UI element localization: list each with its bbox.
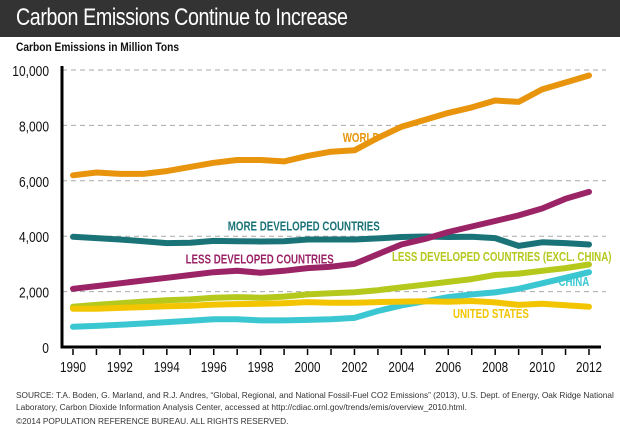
y-axis-ticks: 0 2,000 4,000 6,000 8,000 10,000 (12, 63, 49, 357)
series-line (70, 261, 592, 310)
axes (60, 66, 601, 349)
series-label: MORE DEVELOPED COUNTRIES (228, 221, 380, 234)
y-tick-label: 6,000 (19, 174, 49, 191)
copyright-note: ©2014 POPULATION REFERENCE BUREAU. ALL R… (16, 416, 289, 426)
title-bar: Carbon Emissions Continue to Increase (0, 0, 620, 37)
series-label: LESS DEVELOPED COUNTRIES (EXCL. CHINA) (392, 251, 612, 264)
x-axis-ticks: 1990 1992 1994 1996 1998 2000 2002 2004 2006 2008… (60, 349, 602, 375)
series-label: LESS DEVELOPED COUNTRIES (186, 254, 335, 267)
series-line (70, 188, 592, 292)
series-line (70, 269, 592, 330)
x-tick-label: 1994 (154, 359, 180, 376)
chart-title: Carbon Emissions Continue to Increase (16, 4, 348, 31)
series-label: CHINA (559, 276, 590, 289)
x-tick-label: 2000 (295, 359, 321, 376)
series-lines (70, 72, 592, 330)
source-note: SOURCE: T.A. Boden, G. Marland, and R.J.… (16, 390, 614, 412)
y-tick-label: 4,000 (19, 229, 49, 246)
x-tick-label: 2008 (482, 359, 508, 376)
y-tick-label: 8,000 (19, 118, 49, 135)
x-tick-label: 2012 (576, 359, 602, 376)
series-line (70, 72, 592, 179)
y-tick-label: 10,000 (12, 63, 49, 80)
series-line (70, 298, 592, 312)
x-tick-label: 2010 (529, 359, 555, 376)
x-tick-label: 1996 (201, 359, 227, 376)
line-chart: 0 2,000 4,000 6,000 8,000 10,000 1990 1992 1994… (12, 63, 612, 376)
y-axis-title: Carbon Emissions in Million Tons (16, 40, 180, 54)
x-tick-label: 1990 (60, 359, 86, 376)
x-tick-label: 2004 (388, 359, 414, 376)
x-tick-label: 2002 (341, 359, 367, 376)
x-tick-label: 1998 (248, 359, 274, 376)
series-line (70, 233, 592, 249)
y-tick-label: 0 (42, 340, 49, 357)
series-label: UNITED STATES (453, 308, 529, 321)
series-label: WORLD (343, 132, 380, 145)
y-tick-label: 2,000 (19, 284, 49, 301)
x-tick-label: 1992 (107, 359, 133, 376)
x-tick-label: 2006 (435, 359, 461, 376)
series-labels: WORLD MORE DEVELOPED COUNTRIES LESS DEVELO… (186, 132, 612, 321)
